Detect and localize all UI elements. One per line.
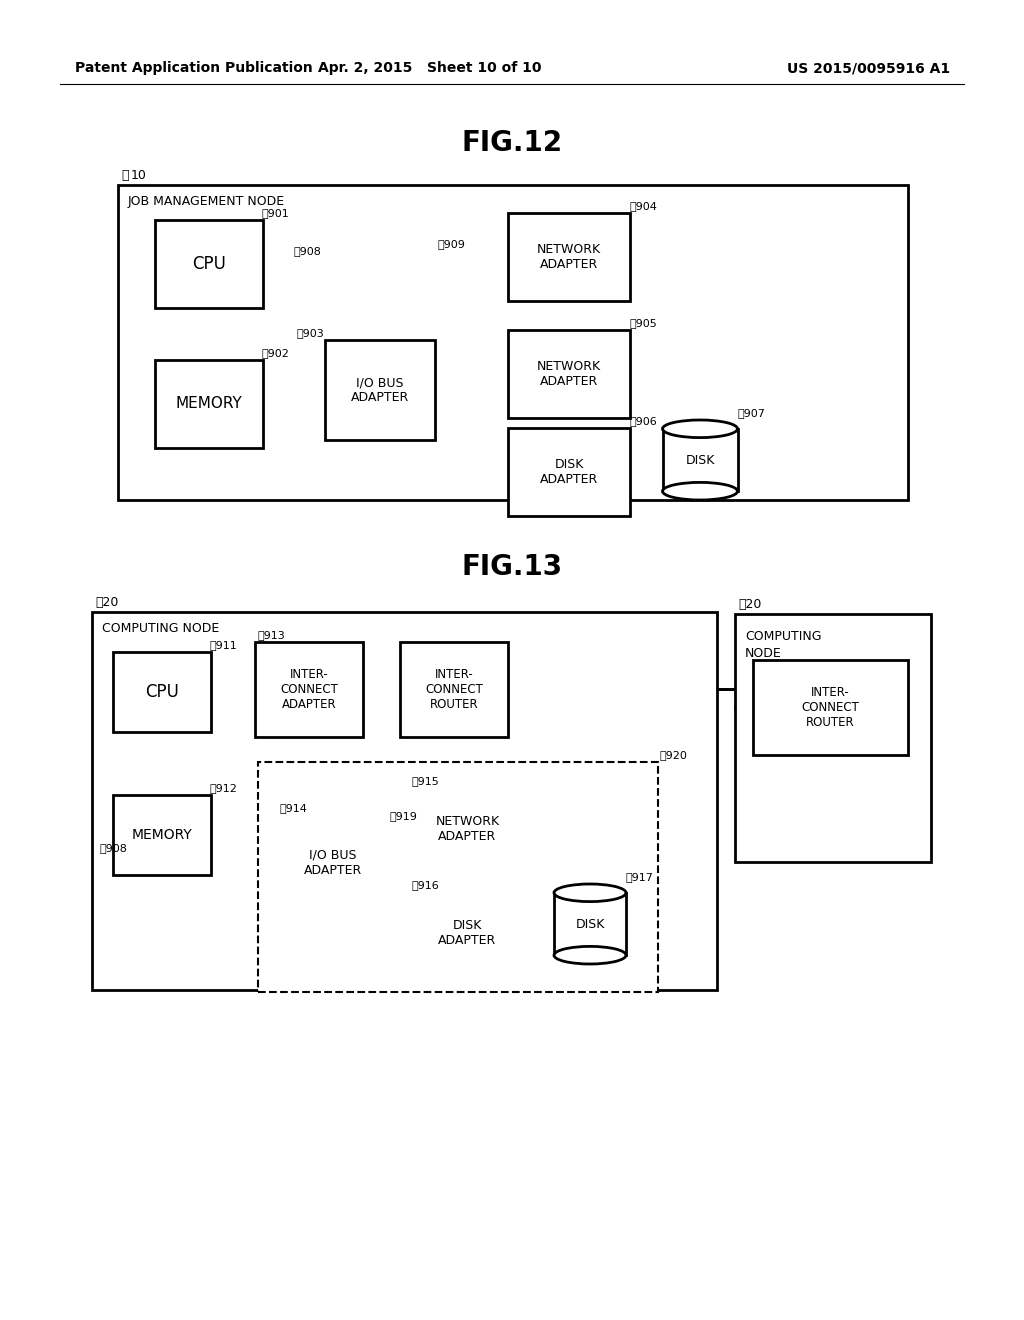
Bar xyxy=(155,220,263,308)
Bar xyxy=(735,614,931,862)
Text: ⤷906: ⤷906 xyxy=(629,416,656,426)
Text: 10: 10 xyxy=(131,169,146,182)
Bar xyxy=(155,360,263,447)
Text: DISK
ADAPTER: DISK ADAPTER xyxy=(540,458,598,486)
Bar xyxy=(278,814,388,909)
Text: JOB MANAGEMENT NODE: JOB MANAGEMENT NODE xyxy=(128,194,285,207)
Bar xyxy=(92,612,717,990)
Text: ⤷911: ⤷911 xyxy=(210,640,238,649)
Text: INTER-
CONNECT
ROUTER: INTER- CONNECT ROUTER xyxy=(802,686,859,729)
Text: ⤷: ⤷ xyxy=(121,169,128,182)
Ellipse shape xyxy=(554,946,626,964)
Text: NETWORK
ADAPTER: NETWORK ADAPTER xyxy=(537,360,601,388)
Text: ⤷920: ⤷920 xyxy=(659,750,687,760)
Bar xyxy=(325,341,435,440)
Bar xyxy=(113,795,211,875)
Bar xyxy=(508,213,630,301)
Text: INTER-
CONNECT
ROUTER: INTER- CONNECT ROUTER xyxy=(425,668,483,711)
Bar xyxy=(410,892,525,974)
Text: DISK: DISK xyxy=(575,917,605,931)
Text: ⤷20: ⤷20 xyxy=(738,598,762,611)
Bar xyxy=(554,892,626,956)
Text: COMPUTING
NODE: COMPUTING NODE xyxy=(745,630,821,660)
Text: ⤷909: ⤷909 xyxy=(437,239,465,249)
Text: ⤷907: ⤷907 xyxy=(737,408,765,418)
Text: ⤷905: ⤷905 xyxy=(629,318,656,327)
Text: NETWORK
ADAPTER: NETWORK ADAPTER xyxy=(435,814,500,843)
Text: MEMORY: MEMORY xyxy=(176,396,243,412)
Bar xyxy=(113,652,211,733)
Text: Apr. 2, 2015   Sheet 10 of 10: Apr. 2, 2015 Sheet 10 of 10 xyxy=(318,61,542,75)
Text: ⤷916: ⤷916 xyxy=(412,880,439,890)
Text: ⤷903: ⤷903 xyxy=(296,327,324,338)
Text: FIG.13: FIG.13 xyxy=(462,553,562,581)
Text: ⤷914: ⤷914 xyxy=(280,803,308,813)
Text: NETWORK
ADAPTER: NETWORK ADAPTER xyxy=(537,243,601,271)
Text: ⤷908: ⤷908 xyxy=(294,246,322,256)
Text: Patent Application Publication: Patent Application Publication xyxy=(75,61,312,75)
Text: I/O BUS
ADAPTER: I/O BUS ADAPTER xyxy=(304,849,362,876)
Text: ⤷912: ⤷912 xyxy=(210,783,238,793)
Bar xyxy=(258,762,658,993)
Text: ⤷20: ⤷20 xyxy=(95,597,119,609)
Bar xyxy=(508,428,630,516)
Text: MEMORY: MEMORY xyxy=(132,828,193,842)
Text: FIG.12: FIG.12 xyxy=(462,129,562,157)
Bar xyxy=(400,642,508,737)
Text: DISK: DISK xyxy=(685,454,715,466)
Bar xyxy=(410,788,525,870)
Bar xyxy=(508,330,630,418)
Ellipse shape xyxy=(663,482,737,500)
Text: I/O BUS
ADAPTER: I/O BUS ADAPTER xyxy=(351,376,410,404)
Text: ⤷904: ⤷904 xyxy=(629,201,656,211)
Text: ⤷908: ⤷908 xyxy=(100,843,128,853)
Bar xyxy=(663,429,737,491)
Text: ⤷913: ⤷913 xyxy=(257,630,285,640)
Text: ⤷919: ⤷919 xyxy=(390,810,418,821)
Ellipse shape xyxy=(663,420,737,438)
Text: ⤷917: ⤷917 xyxy=(626,873,654,882)
Text: INTER-
CONNECT
ADAPTER: INTER- CONNECT ADAPTER xyxy=(280,668,338,711)
Text: DISK
ADAPTER: DISK ADAPTER xyxy=(438,919,497,946)
Ellipse shape xyxy=(554,884,626,902)
Text: COMPUTING NODE: COMPUTING NODE xyxy=(102,622,219,635)
Bar xyxy=(753,660,908,755)
Text: ⤷902: ⤷902 xyxy=(262,348,290,358)
Text: CPU: CPU xyxy=(193,255,226,273)
Text: ⤷915: ⤷915 xyxy=(412,776,439,785)
Text: CPU: CPU xyxy=(145,682,179,701)
Text: ⤷901: ⤷901 xyxy=(262,209,290,218)
Bar xyxy=(255,642,362,737)
Bar xyxy=(118,185,908,500)
Text: US 2015/0095916 A1: US 2015/0095916 A1 xyxy=(786,61,950,75)
